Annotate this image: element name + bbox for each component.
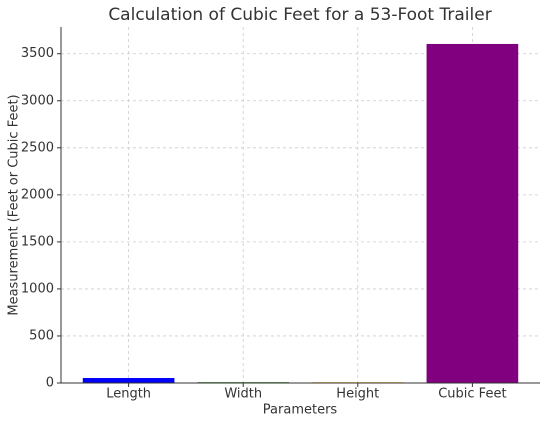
y-axis-label: Measurement (Feet or Cubic Feet)	[7, 94, 22, 315]
y-tick-label: 1500	[21, 234, 54, 249]
y-tick-label: 500	[29, 328, 54, 343]
y-tick-label: 1000	[21, 281, 54, 296]
x-tick-label: Width	[224, 387, 262, 402]
y-tick-label: 2500	[21, 140, 54, 155]
x-axis-label: Parameters	[263, 403, 338, 418]
y-tick-label: 3500	[21, 46, 54, 61]
bar	[426, 43, 519, 383]
x-tick-label: Height	[336, 387, 379, 402]
x-tick-label: Cubic Feet	[438, 387, 506, 402]
y-tick-label: 2000	[21, 187, 54, 202]
x-tick-label: Length	[106, 387, 151, 402]
y-tick-label: 3000	[21, 93, 54, 108]
y-tick-label: 0	[46, 376, 54, 391]
bar	[82, 378, 175, 383]
chart-title: Calculation of Cubic Feet for a 53-Foot …	[108, 5, 491, 25]
